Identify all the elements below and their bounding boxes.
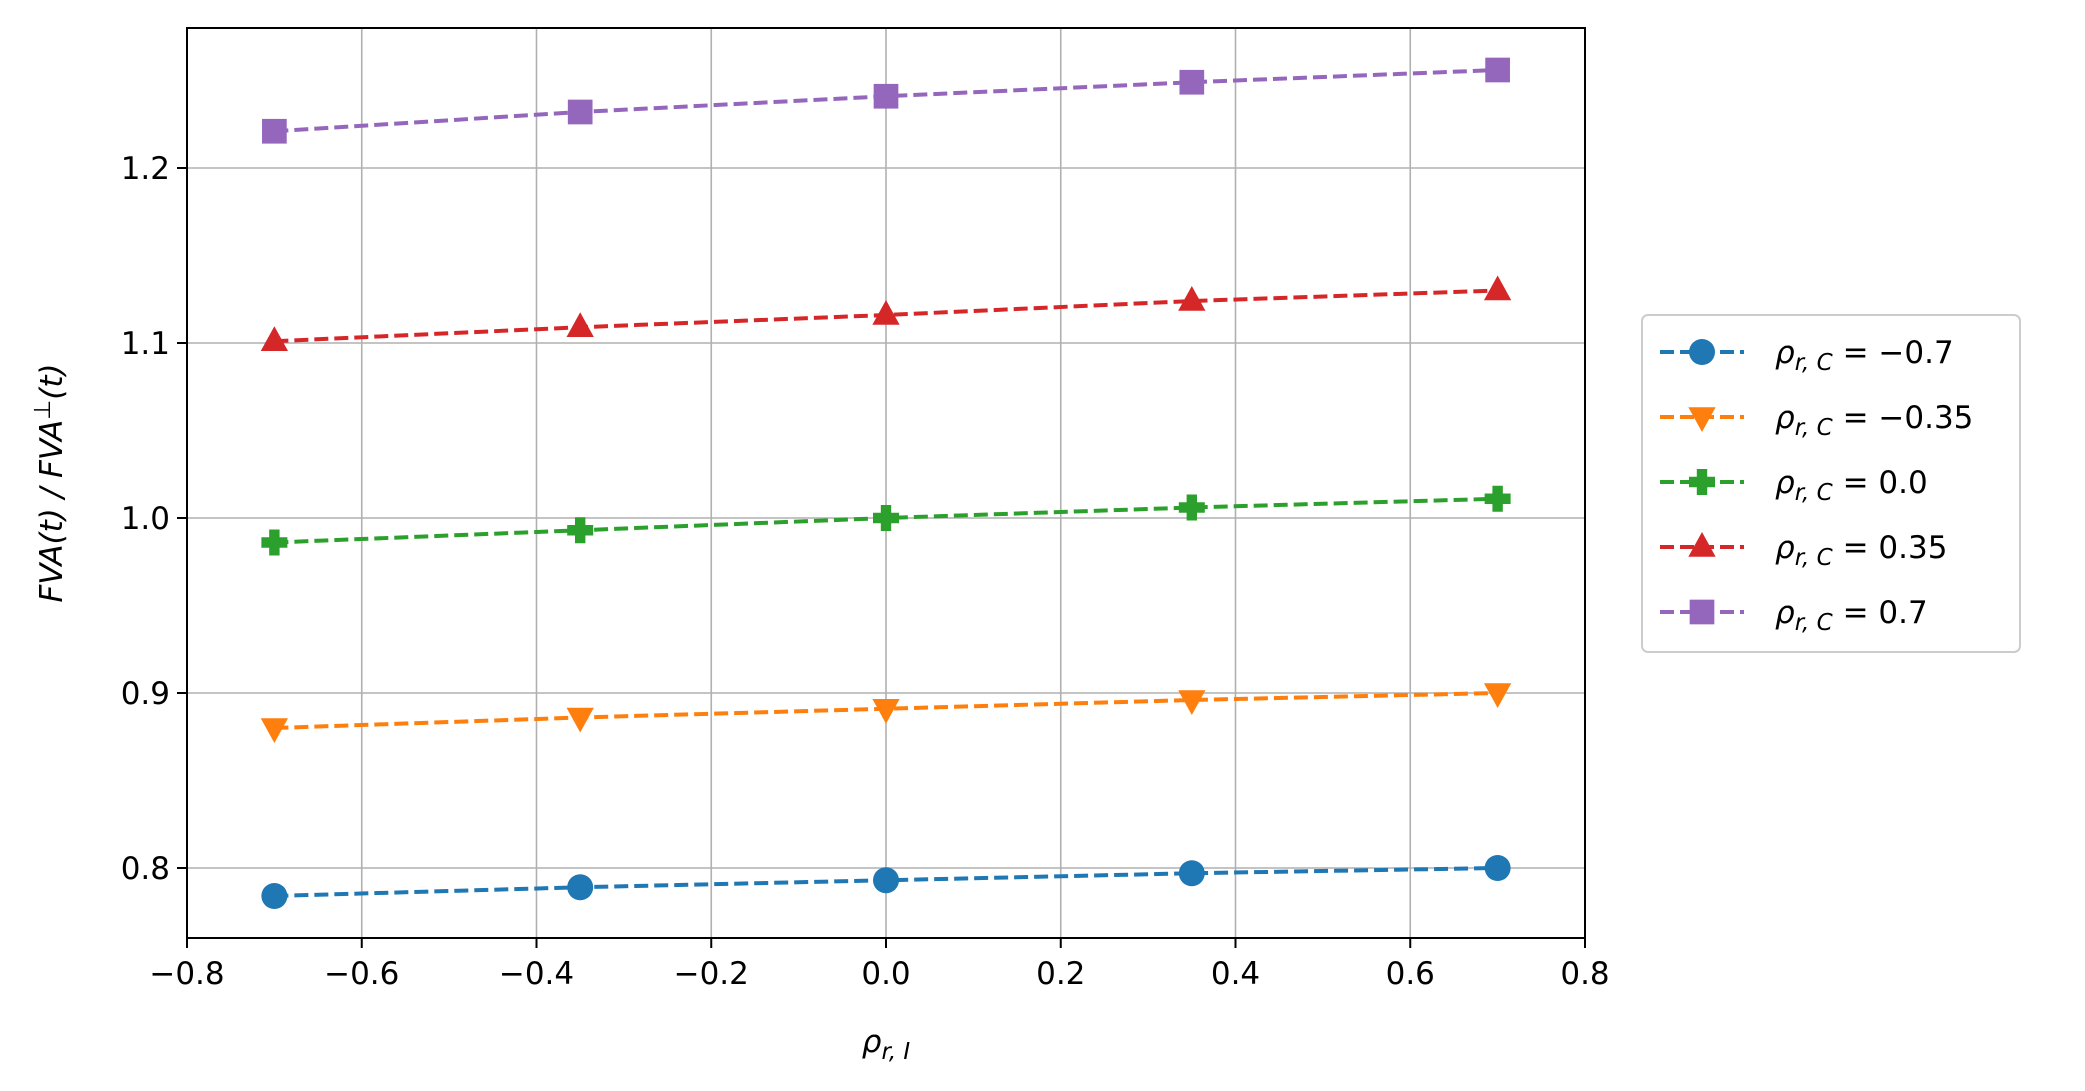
legend-label-value: = 0.7: [1833, 595, 1928, 631]
data-point: [1483, 683, 1512, 708]
legend-label-sub: r, C: [1795, 610, 1833, 636]
legend-marker: [1688, 532, 1716, 557]
y-axis-label-part1: FVA(t) / FVA: [34, 420, 70, 603]
legend-label-base: ρ: [1775, 400, 1795, 436]
legend-label-sub: r, C: [1795, 545, 1833, 571]
data-point: [261, 883, 288, 909]
x-tick-label: 0.4: [1211, 956, 1260, 992]
legend-label-sub: r, C: [1795, 415, 1833, 441]
legend-label: ρr, C = 0.7: [1775, 595, 1928, 636]
y-tick-label: 0.8: [121, 851, 170, 887]
legend-label-value: = 0.0: [1833, 465, 1928, 501]
legend-label-base: ρ: [1775, 465, 1795, 501]
data-point: [873, 505, 899, 531]
series-0: [261, 855, 1511, 909]
legend-box: [1641, 314, 2021, 653]
x-tick-label: −0.2: [674, 956, 749, 992]
legend-label: ρr, C = −0.7: [1775, 335, 1954, 376]
y-tick-label: 1.0: [121, 501, 170, 537]
y-axis-ticks: 0.8 0.9 1.0 1.1 1.2: [121, 151, 187, 887]
legend-label-value: = −0.35: [1833, 400, 1974, 436]
y-axis-label-part2: (t): [34, 363, 70, 399]
x-axis-label: ρr, I: [862, 1024, 911, 1065]
series-2: [261, 485, 1511, 556]
data-point: [566, 707, 594, 733]
x-tick-label: −0.4: [499, 956, 574, 992]
x-tick-label: 0.6: [1386, 956, 1435, 992]
legend-label-sub: r, C: [1795, 350, 1833, 376]
legend-item: ρr, C = 0.7: [1660, 595, 1928, 636]
data-point: [873, 867, 899, 894]
data-point: [567, 517, 594, 544]
legend-item: ρr, C = 0.0: [1660, 465, 1928, 506]
legend-marker: [1689, 599, 1715, 625]
x-tick-label: −0.6: [324, 956, 399, 992]
x-axis-label-base: ρ: [862, 1024, 882, 1060]
grid: [186, 28, 1586, 938]
y-axis-label: FVA(t) / FVA⊥(t): [30, 363, 70, 602]
data-point: [567, 99, 593, 125]
x-tick-label: −0.8: [149, 956, 224, 992]
data-point: [1483, 275, 1512, 301]
data-point: [872, 699, 900, 724]
series-4: [262, 57, 1510, 144]
legend-item: ρr, C = −0.35: [1660, 400, 1973, 441]
legend-label-value: = 0.35: [1833, 530, 1948, 566]
y-tick-label: 1.2: [121, 151, 170, 187]
x-tick-label: 0.2: [1036, 956, 1085, 992]
legend-label-base: ρ: [1775, 530, 1795, 566]
x-axis-ticks: −0.8 −0.6 −0.4 −0.2 0.0 0.2 0.4 0.6 0.8: [149, 938, 1610, 992]
data-point: [1178, 860, 1205, 887]
legend-label-value: = −0.7: [1833, 335, 1954, 371]
x-axis-label-sub: r, I: [881, 1039, 910, 1065]
data-point: [1178, 494, 1205, 521]
data-point: [260, 326, 289, 351]
series-1: [260, 683, 1512, 743]
legend-label: ρr, C = −0.35: [1775, 400, 1973, 441]
series-layer: [260, 57, 1512, 909]
data-point: [873, 83, 899, 109]
legend-label: ρr, C = 0.0: [1775, 465, 1928, 506]
data-point: [1484, 485, 1511, 512]
legend-marker: [1689, 339, 1715, 365]
y-tick-label: 0.9: [121, 676, 170, 712]
x-tick-label: 0.8: [1560, 956, 1609, 992]
data-point: [261, 529, 288, 556]
data-point: [1484, 855, 1511, 881]
legend-item: ρr, C = 0.35: [1660, 530, 1947, 571]
legend-item: ρr, C = −0.7: [1660, 335, 1954, 376]
legend-label-base: ρ: [1775, 595, 1795, 631]
legend-label-sub: r, C: [1795, 480, 1833, 506]
data-point: [872, 300, 900, 325]
data-point: [1178, 690, 1206, 715]
data-point: [567, 874, 594, 901]
y-tick-label: 1.1: [121, 326, 170, 362]
x-tick-label: 0.0: [861, 956, 910, 992]
data-point: [262, 118, 287, 144]
legend-marker: [1689, 469, 1715, 495]
legend-label-base: ρ: [1775, 335, 1795, 371]
data-point: [260, 718, 289, 743]
data-point: [1178, 286, 1206, 311]
y-axis-label-sup: ⊥: [30, 400, 56, 420]
legend-label: ρr, C = 0.35: [1775, 530, 1947, 571]
data-point: [1485, 57, 1510, 83]
series-3: [260, 275, 1512, 351]
legend-marker: [1688, 407, 1716, 432]
data-point: [1179, 69, 1205, 95]
data-point: [566, 312, 594, 337]
